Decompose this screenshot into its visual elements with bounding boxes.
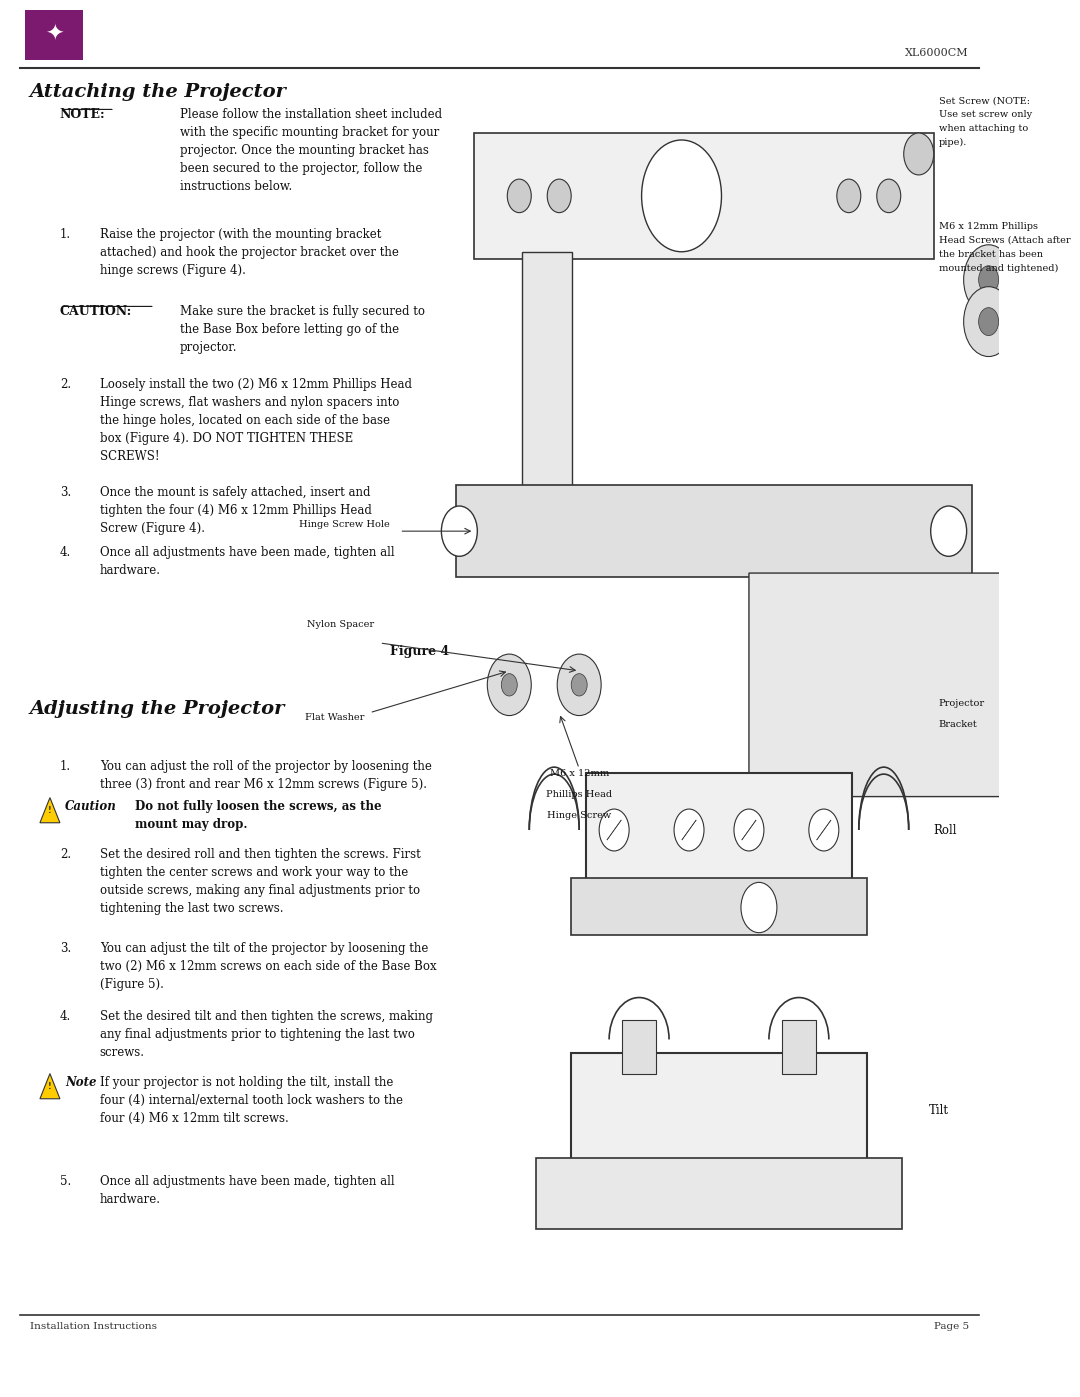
Circle shape (557, 654, 602, 715)
Text: Phillips Head: Phillips Head (546, 789, 612, 799)
Text: ✦: ✦ (44, 25, 64, 45)
Text: Caution: Caution (65, 799, 117, 813)
Circle shape (963, 286, 1013, 356)
Circle shape (904, 133, 934, 175)
Text: 5.: 5. (59, 1175, 71, 1187)
Circle shape (741, 883, 777, 933)
Text: Tilt: Tilt (929, 1104, 948, 1116)
Text: the bracket has been: the bracket has been (939, 250, 1042, 258)
Circle shape (442, 506, 477, 556)
Text: Raise the projector (with the mounting bracket
attached) and hook the projector : Raise the projector (with the mounting b… (99, 228, 399, 277)
FancyBboxPatch shape (571, 879, 867, 936)
Text: 3.: 3. (59, 942, 71, 956)
Text: If your projector is not holding the tilt, install the
four (4) internal/externa: If your projector is not holding the til… (99, 1077, 403, 1126)
Text: Loosely install the two (2) M6 x 12mm Phillips Head
Hinge screws, flat washers a: Loosely install the two (2) M6 x 12mm Ph… (99, 379, 411, 462)
FancyBboxPatch shape (571, 1053, 867, 1166)
Circle shape (963, 244, 1013, 314)
Circle shape (548, 179, 571, 212)
Text: Note: Note (65, 1076, 96, 1088)
Text: M6 x 12mm: M6 x 12mm (550, 768, 609, 778)
Text: 4.: 4. (59, 1010, 71, 1023)
Circle shape (978, 307, 999, 335)
Text: 1.: 1. (59, 228, 71, 242)
Text: Once the mount is safely attached, insert and
tighten the four (4) M6 x 12mm Phi: Once the mount is safely attached, inser… (99, 486, 372, 535)
Text: Head Screws (Attach after: Head Screws (Attach after (939, 236, 1070, 244)
Text: Set the desired tilt and then tighten the screws, making
any final adjustments p: Set the desired tilt and then tighten th… (99, 1010, 433, 1059)
Circle shape (571, 673, 588, 696)
FancyBboxPatch shape (522, 251, 571, 489)
Text: Please follow the installation sheet included
with the specific mounting bracket: Please follow the installation sheet inc… (179, 108, 442, 193)
Polygon shape (40, 798, 59, 823)
Circle shape (809, 809, 839, 851)
Text: NOTE:: NOTE: (59, 108, 106, 122)
Text: Once all adjustments have been made, tighten all
hardware.: Once all adjustments have been made, tig… (99, 546, 394, 577)
Text: Make sure the bracket is fully secured to
the Base Box before letting go of the
: Make sure the bracket is fully secured t… (179, 305, 424, 353)
Text: Set the desired roll and then tighten the screws. First
tighten the center screw: Set the desired roll and then tighten th… (99, 848, 420, 915)
Text: CAUTION:: CAUTION: (59, 305, 132, 319)
Text: Roll: Roll (934, 823, 957, 837)
Polygon shape (748, 573, 1079, 796)
Circle shape (501, 673, 517, 696)
Circle shape (877, 179, 901, 212)
Polygon shape (40, 1074, 59, 1099)
Text: Once all adjustments have been made, tighten all
hardware.: Once all adjustments have been made, tig… (99, 1175, 394, 1206)
Text: Hinge Screw Hole: Hinge Screw Hole (299, 520, 390, 528)
FancyBboxPatch shape (25, 10, 83, 60)
Text: Installation Instructions: Installation Instructions (30, 1322, 157, 1331)
Circle shape (978, 265, 999, 293)
FancyBboxPatch shape (474, 133, 934, 258)
Text: Attaching the Projector: Attaching the Projector (30, 82, 287, 101)
Text: Adjusting the Projector: Adjusting the Projector (30, 700, 285, 718)
Circle shape (642, 140, 721, 251)
Circle shape (674, 809, 704, 851)
Text: !: ! (49, 806, 52, 814)
FancyBboxPatch shape (782, 1020, 815, 1074)
Text: Flat Washer: Flat Washer (306, 712, 364, 722)
FancyBboxPatch shape (537, 1158, 902, 1229)
Text: !: ! (49, 1081, 52, 1091)
Circle shape (931, 506, 967, 556)
Text: Projector: Projector (939, 698, 985, 708)
FancyBboxPatch shape (622, 1020, 656, 1074)
Text: You can adjust the roll of the projector by loosening the
three (3) front and re: You can adjust the roll of the projector… (99, 760, 432, 791)
Text: mounted and tightened): mounted and tightened) (939, 264, 1058, 272)
Text: Page 5: Page 5 (933, 1322, 969, 1331)
Circle shape (734, 809, 764, 851)
Circle shape (837, 179, 861, 212)
Text: when attaching to: when attaching to (939, 124, 1028, 133)
Text: pipe).: pipe). (939, 138, 967, 147)
Text: Bracket: Bracket (939, 719, 977, 729)
Text: Use set screw only: Use set screw only (939, 110, 1031, 119)
Text: 4.: 4. (59, 546, 71, 559)
Text: Do not fully loosen the screws, as the
mount may drop.: Do not fully loosen the screws, as the m… (135, 800, 381, 831)
Circle shape (599, 809, 630, 851)
Text: Hinge Screw: Hinge Screw (548, 810, 611, 820)
Text: Nylon Spacer: Nylon Spacer (308, 620, 375, 629)
Text: Figure 4: Figure 4 (390, 645, 449, 658)
Circle shape (508, 179, 531, 212)
Text: You can adjust the tilt of the projector by loosening the
two (2) M6 x 12mm scre: You can adjust the tilt of the projector… (99, 942, 436, 990)
Text: Set Screw (NOTE:: Set Screw (NOTE: (939, 96, 1029, 105)
Text: 2.: 2. (59, 379, 71, 391)
Text: M6 x 12mm Phillips: M6 x 12mm Phillips (939, 222, 1038, 231)
FancyBboxPatch shape (457, 485, 972, 577)
Circle shape (487, 654, 531, 715)
FancyBboxPatch shape (586, 774, 852, 887)
Text: 1.: 1. (59, 760, 71, 773)
Text: XL6000CM: XL6000CM (905, 47, 969, 59)
Text: 2.: 2. (59, 848, 71, 861)
Text: 3.: 3. (59, 486, 71, 499)
